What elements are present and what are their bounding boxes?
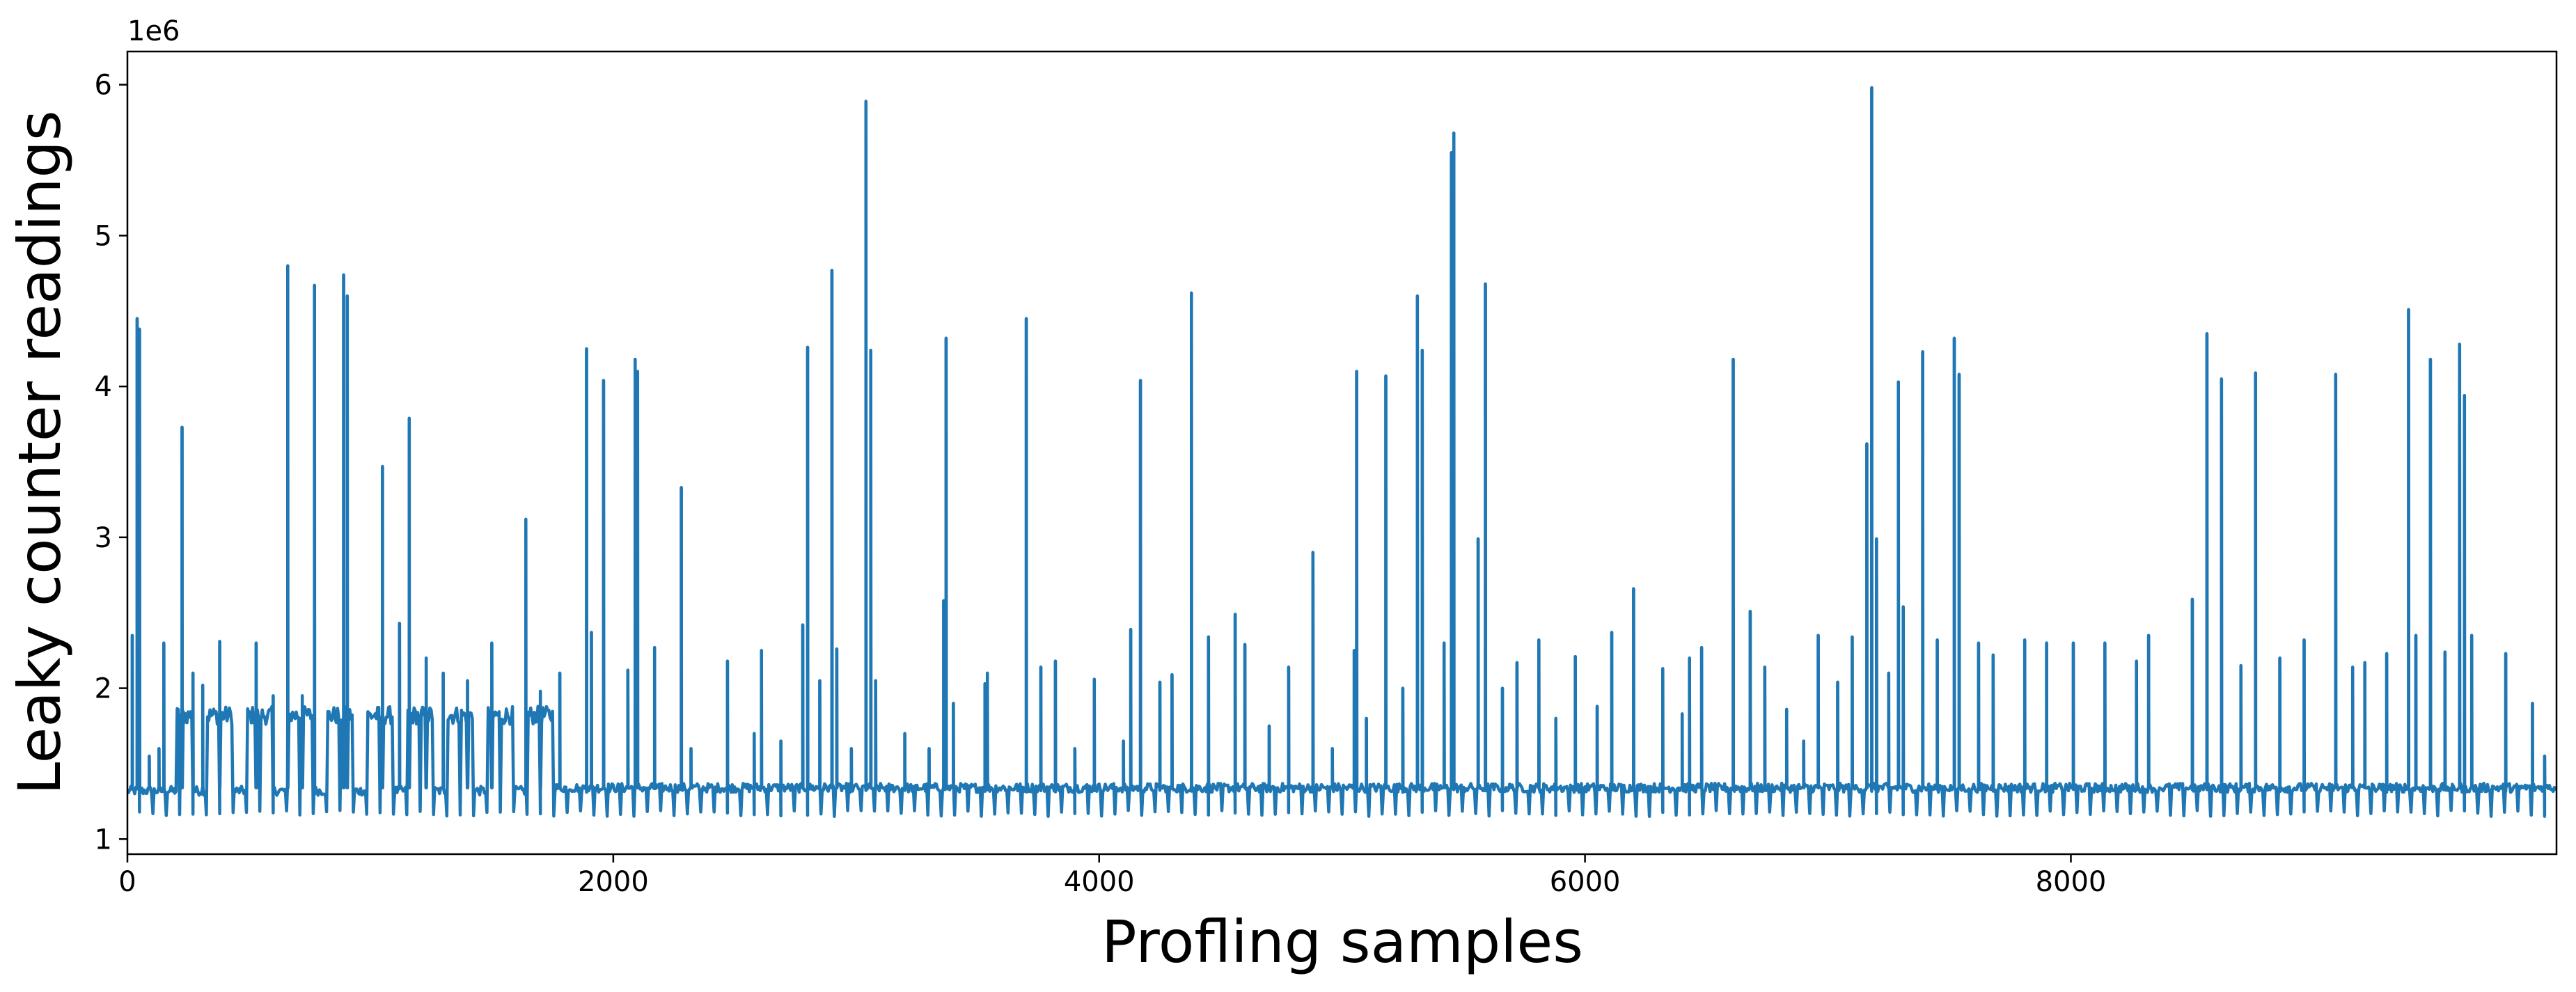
- y-tick-label: 6: [95, 70, 112, 102]
- x-tick-label: 0: [118, 866, 136, 898]
- series-line: [127, 86, 2557, 818]
- plot-frame: [126, 50, 2558, 856]
- y-tick-label: 2: [95, 673, 112, 705]
- y-tick-label: 1: [95, 824, 112, 856]
- y-tick-label: 4: [95, 371, 112, 403]
- y-tick-label: 3: [95, 522, 112, 554]
- x-tick-label: 4000: [1064, 866, 1135, 898]
- y-axis-offset-text: 1e6: [127, 15, 180, 47]
- x-tick-label: 2000: [578, 866, 649, 898]
- x-tick-label: 8000: [2036, 866, 2107, 898]
- y-tick-label: 5: [95, 220, 112, 252]
- x-tick-label: 6000: [1550, 866, 1621, 898]
- plot-area: [127, 86, 2557, 818]
- axes: 0 2000 4000 6000 8000 1 2 3 4 5 6: [95, 50, 2558, 898]
- x-axis-label: Profling samples: [1101, 908, 1583, 976]
- y-axis-label: Leaky counter readings: [6, 110, 74, 794]
